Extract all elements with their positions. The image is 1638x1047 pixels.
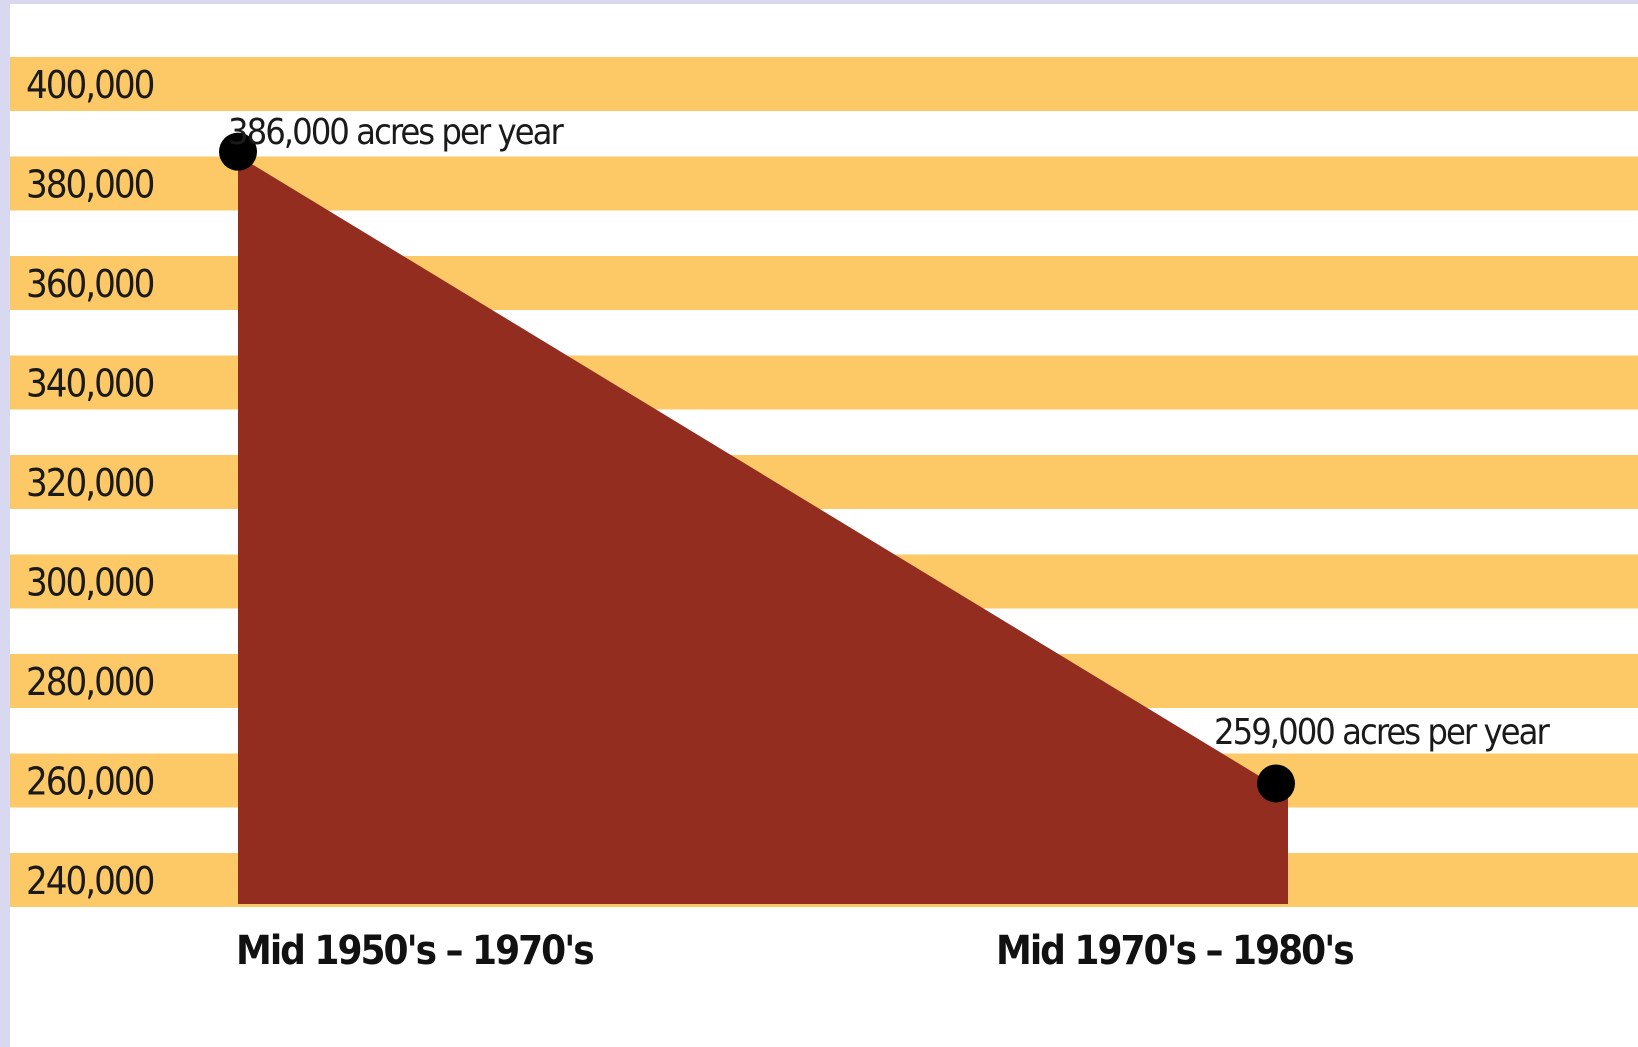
y-tick-label: 320,000 — [26, 461, 154, 505]
x-axis-categories: Mid 1950's – 1970's Mid 1970's – 1980's — [236, 928, 1355, 974]
data-points — [219, 132, 1295, 803]
area-chart: 400,000 380,000 360,000 340,000 320,000 300,0… — [10, 57, 1638, 974]
y-tick-label: 360,000 — [26, 262, 154, 306]
grid-band — [10, 57, 1638, 111]
x-category-label: Mid 1950's – 1970's — [236, 928, 593, 974]
y-tick-label: 260,000 — [26, 760, 154, 804]
data-annotations: 386,000 acres per year 259,000 acres per … — [228, 112, 1552, 753]
y-tick-label: 340,000 — [26, 362, 154, 406]
data-annotation: 259,000 acres per year — [1214, 712, 1550, 753]
y-tick-label: 380,000 — [26, 163, 154, 207]
chart-area: 400,000 380,000 360,000 340,000 320,000 300,0… — [10, 4, 1638, 1047]
y-tick-label: 400,000 — [26, 63, 154, 107]
data-point — [1257, 764, 1295, 803]
plot-area — [238, 155, 1288, 904]
y-tick-label: 280,000 — [26, 660, 154, 704]
data-annotation: 386,000 acres per year — [228, 112, 564, 153]
y-tick-label: 240,000 — [26, 859, 154, 903]
y-tick-label: 300,000 — [26, 561, 154, 605]
data-point — [219, 132, 257, 171]
y-axis-ticks: 400,000 380,000 360,000 340,000 320,000 300,0… — [26, 63, 156, 903]
area-fill — [238, 155, 1288, 904]
x-category-label: Mid 1970's – 1980's — [996, 928, 1353, 974]
